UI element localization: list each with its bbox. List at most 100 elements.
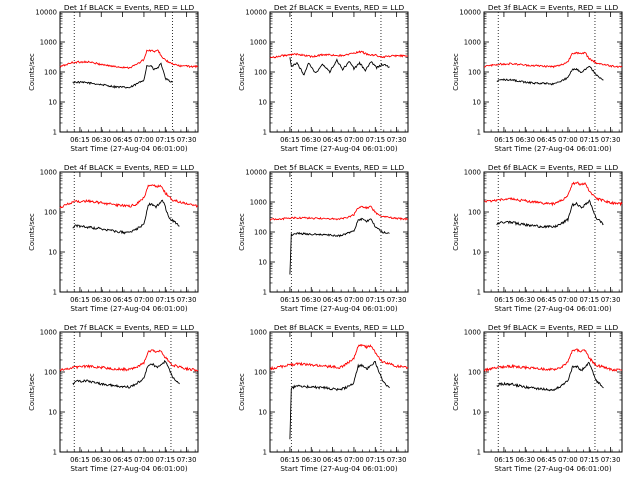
x-tick-label: 06:30 [91,136,111,144]
x-tick-label: 06:45 [113,136,133,144]
x-tick-label: 07:30 [601,296,621,304]
y-tick-label: 1000 [464,39,481,47]
y-tick-label: 10 [472,99,481,107]
y-tick-label: 10000 [245,169,267,177]
y-axis-label: Counts/sec [238,213,246,251]
lld-series-line [483,51,623,69]
lld-series-line [59,184,199,209]
y-tick-label: 10 [258,99,267,107]
panel-title: Det 8f BLACK = Events, RED = LLD [274,323,405,332]
plot-frame [59,331,199,453]
x-tick-label: 07:15 [365,296,385,304]
y-tick-label: 1 [53,129,57,137]
plot-frame [483,171,623,293]
panel-6: Det 6f BLACK = Events, RED = LLD 1 10 100 10… [452,163,623,313]
x-tick-label: 06:45 [537,456,557,464]
plot-frame [269,11,409,133]
y-tick-label: 1000 [250,329,267,337]
panel-title: Det 9f BLACK = Events, RED = LLD [488,323,619,332]
plot-frame [269,331,409,453]
x-axis-label: Start Time (27-Aug-04 06:01:00) [494,144,611,153]
y-tick-label: 1 [263,449,267,457]
y-tick-label: 1000 [464,169,481,177]
x-tick-label: 06:15 [280,456,300,464]
y-axis-label: Counts/sec [238,53,246,91]
x-axis-label: Start Time (27-Aug-04 06:01:00) [494,464,611,473]
x-tick-label: 07:30 [601,136,621,144]
y-tick-label: 100 [44,369,57,377]
y-tick-label: 1000 [40,39,57,47]
x-tick-label: 07:00 [558,296,578,304]
x-tick-label: 06:45 [323,296,343,304]
y-tick-label: 1 [477,449,481,457]
x-tick-label: 07:15 [155,296,175,304]
x-tick-label: 06:15 [494,456,514,464]
plot-frame [59,171,199,293]
y-tick-label: 1000 [40,169,57,177]
x-tick-label: 07:15 [365,136,385,144]
y-tick-label: 1 [263,129,267,137]
y-tick-label: 1000 [40,329,57,337]
y-tick-label: 10 [472,409,481,417]
x-tick-label: 07:00 [558,456,578,464]
panel-title: Det 1f BLACK = Events, RED = LLD [64,3,195,12]
y-tick-label: 1 [477,129,481,137]
y-tick-label: 1000 [464,329,481,337]
y-tick-label: 1 [53,449,57,457]
lld-series-line [59,349,199,372]
y-tick-label: 10000 [459,9,481,17]
events-series-line [496,65,604,86]
x-axis-label: Start Time (27-Aug-04 06:01:00) [280,464,397,473]
x-tick-label: 07:00 [134,456,154,464]
y-tick-label: 10 [48,99,57,107]
y-tick-label: 10 [258,259,267,267]
x-tick-label: 06:45 [537,296,557,304]
x-tick-label: 07:00 [134,136,154,144]
x-axis-label: Start Time (27-Aug-04 06:01:00) [70,464,187,473]
panel-7: Det 7f BLACK = Events, RED = LLD 1 10 100 10… [28,323,199,473]
y-tick-label: 10 [258,409,267,417]
y-tick-label: 100 [254,369,267,377]
x-tick-label: 06:30 [301,456,321,464]
x-axis-label: Start Time (27-Aug-04 06:01:00) [494,304,611,313]
x-tick-label: 06:45 [323,456,343,464]
plot-frame [483,331,623,453]
x-tick-label: 07:30 [387,136,407,144]
y-tick-label: 1 [477,289,481,297]
events-series-line [72,62,173,89]
x-tick-label: 06:45 [537,136,557,144]
events-series-line [72,359,180,389]
x-tick-label: 07:15 [365,456,385,464]
x-tick-label: 07:30 [387,456,407,464]
x-tick-label: 06:45 [323,136,343,144]
y-tick-label: 1000 [250,39,267,47]
events-series-line [496,361,604,392]
panel-5: Det 5f BLACK = Events, RED = LLD 1 10 100 10… [238,163,409,313]
x-tick-label: 07:30 [177,456,197,464]
x-tick-label: 06:30 [515,296,535,304]
x-tick-label: 07:15 [579,136,599,144]
lld-series-line [269,343,409,371]
lld-series-line [269,50,408,59]
x-axis-label: Start Time (27-Aug-04 06:01:00) [70,304,187,313]
x-tick-label: 07:00 [344,296,364,304]
y-tick-label: 100 [254,229,267,237]
x-tick-label: 07:30 [177,296,197,304]
panel-3: Det 3f BLACK = Events, RED = LLD 1 10 100 10… [452,3,623,153]
y-tick-label: 100 [468,209,481,217]
y-tick-label: 10000 [35,9,57,17]
plot-frame [269,171,409,293]
events-series-line [289,57,390,76]
panel-title: Det 4f BLACK = Events, RED = LLD [64,163,195,172]
x-tick-label: 06:30 [91,296,111,304]
events-series-line [289,217,390,275]
x-tick-label: 06:30 [301,136,321,144]
x-tick-label: 06:15 [280,136,300,144]
x-tick-label: 07:00 [344,456,364,464]
y-tick-label: 1 [53,289,57,297]
y-tick-label: 10000 [245,9,267,17]
x-tick-label: 06:15 [70,136,90,144]
x-axis-label: Start Time (27-Aug-04 06:01:00) [280,144,397,153]
x-tick-label: 07:00 [344,136,364,144]
events-series-line [289,361,390,440]
